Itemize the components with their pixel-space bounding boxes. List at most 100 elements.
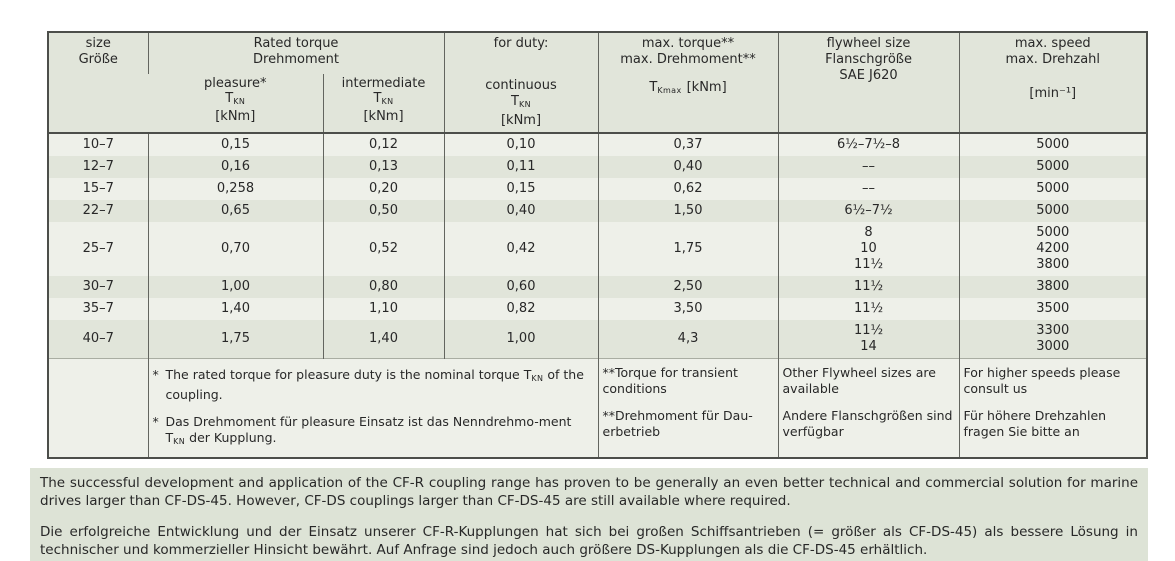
cell-speed: 5000 <box>958 156 1148 178</box>
header-intermediate: intermediate TKN [kNm] <box>322 74 445 133</box>
header-continuous-unit: [kNm] <box>500 113 542 128</box>
footnote-speed-en: For higher speeds please consult us <box>963 365 1121 396</box>
footnote-rated-torque: * The rated torque for pleasure duty is … <box>147 358 599 458</box>
cell-continuous: 0,42 <box>443 222 599 276</box>
table-row: 25–7 0,70 0,52 0,42 1,75 8 10 11½ 5000 4200 38… <box>48 222 1148 276</box>
footnote-flywheel: Other Flywheel sizes are available Ander… <box>777 358 960 458</box>
header-for-duty: for duty: continuous TKN [kNm] <box>443 32 599 133</box>
header-max-torque-symbol: TKmax [kNm] <box>649 80 727 95</box>
cell-pleasure: 0,16 <box>147 156 323 178</box>
table-row: 15–7 0,258 0,20 0,15 0,62 –– 5000 <box>48 178 1148 200</box>
cell-size: 22–7 <box>48 200 148 222</box>
cell-size: 40–7 <box>48 320 148 359</box>
header-intermediate-label: intermediate <box>341 76 426 92</box>
cell-speed: 5000 <box>958 178 1148 200</box>
paragraph-en: The successful development and applicati… <box>40 475 1138 509</box>
header-max-speed-de: max. Drehzahl <box>1005 52 1101 67</box>
cell-size: 25–7 <box>48 222 148 276</box>
cell-size: 35–7 <box>48 298 148 320</box>
table-footnotes: * The rated torque for pleasure duty is … <box>48 358 1148 458</box>
paragraph-de: Die erfolgreiche Entwicklung und der Ein… <box>40 524 1138 558</box>
cell-max-torque: 0,40 <box>597 156 779 178</box>
cell-speed: 3300 3000 <box>958 320 1148 359</box>
table-row: 40–7 1,75 1,40 1,00 4,3 11½ 14 3300 3000 <box>48 320 1148 359</box>
cell-size: 10–7 <box>48 132 148 156</box>
cell-size: 12–7 <box>48 156 148 178</box>
cell-continuous: 0,40 <box>443 200 599 222</box>
header-size: size Größe <box>48 32 148 133</box>
footnote-max-torque: **Torque for transient conditions **Dreh… <box>597 358 779 458</box>
cell-flywheel: –– <box>777 156 960 178</box>
table-row: 12–7 0,16 0,13 0,11 0,40 –– 5000 <box>48 156 1148 178</box>
cell-flywheel: 6½–7½ <box>777 200 960 222</box>
header-max-speed: max. speed max. Drehzahl [min⁻¹] <box>958 32 1148 133</box>
table-header: size Größe Rated torque Drehmoment for d… <box>48 32 1148 133</box>
footnote-torque-en: **Torque for transient conditions <box>602 365 738 396</box>
asterisk-marker: * <box>152 367 159 382</box>
header-rated-de: Drehmoment <box>253 52 339 67</box>
cell-pleasure: 0,15 <box>147 132 323 156</box>
asterisk-marker: * <box>152 414 159 429</box>
table-row: 35–7 1,40 1,10 0,82 3,50 11½ 3500 <box>48 298 1148 320</box>
cell-flywheel: –– <box>777 178 960 200</box>
cell-intermediate: 0,52 <box>322 222 445 276</box>
footnote-row: * The rated torque for pleasure duty is … <box>48 358 1148 458</box>
table-row: 22–7 0,65 0,50 0,40 1,50 6½–7½ 5000 <box>48 200 1148 222</box>
footnote-speed: For higher speeds please consult us Für … <box>958 358 1148 458</box>
cell-continuous: 0,10 <box>443 132 599 156</box>
table-row: 30–7 1,00 0,80 0,60 2,50 11½ 3800 <box>48 276 1148 298</box>
cell-intermediate: 0,80 <box>322 276 445 298</box>
cell-speed: 3800 <box>958 276 1148 298</box>
footnote-torque-de: **Drehmoment für Dau-erbetrieb <box>602 408 753 439</box>
footnote-flywheel-en: Other Flywheel sizes are available <box>782 365 936 396</box>
cell-pleasure: 1,75 <box>147 320 323 359</box>
header-continuous-symbol: TKN <box>511 94 531 109</box>
header-intermediate-symbol: TKN <box>373 91 394 107</box>
header-continuous-label: continuous <box>485 78 557 93</box>
cell-flywheel: 8 10 11½ <box>777 222 960 276</box>
header-max-torque: max. torque** max. Drehmoment** TKmax [kN… <box>597 32 779 133</box>
header-max-speed-en: max. speed <box>1014 36 1091 51</box>
header-flywheel: flywheel size Flanschgröße SAE J620 <box>777 32 960 133</box>
footnote-pleasure-en: * The rated torque for pleasure duty is … <box>152 367 584 402</box>
cell-continuous: 0,11 <box>443 156 599 178</box>
cell-intermediate: 0,50 <box>322 200 445 222</box>
cell-max-torque: 0,62 <box>597 178 779 200</box>
header-duty-label: for duty: <box>493 36 549 51</box>
cell-pleasure: 0,258 <box>147 178 323 200</box>
table-row: 10–7 0,15 0,12 0,10 0,37 6½–7½–8 5000 <box>48 132 1148 156</box>
cell-max-torque: 2,50 <box>597 276 779 298</box>
header-max-torque-en: max. torque** <box>641 36 735 51</box>
header-max-torque-de: max. Drehmoment** <box>620 52 756 67</box>
header-rated-en: Rated torque <box>253 36 339 51</box>
header-size-en: size <box>85 36 111 51</box>
cell-intermediate: 0,20 <box>322 178 445 200</box>
footnote-pleasure-de: * Das Drehmoment für pleasure Einsatz is… <box>153 414 594 449</box>
cell-max-torque: 3,50 <box>597 298 779 320</box>
table-body: 10–7 0,15 0,12 0,10 0,37 6½–7½–8 5000 12–7 0,16 0… <box>48 132 1148 359</box>
cell-flywheel: 6½–7½–8 <box>777 132 960 156</box>
cell-speed: 5000 4200 3800 <box>958 222 1148 276</box>
cell-speed: 5000 <box>958 200 1148 222</box>
header-max-speed-unit: [min⁻¹] <box>1029 86 1077 101</box>
cell-pleasure: 1,00 <box>147 276 323 298</box>
header-pleasure-label: pleasure* <box>204 76 267 92</box>
cell-speed: 3500 <box>958 298 1148 320</box>
cell-continuous: 0,82 <box>443 298 599 320</box>
cell-flywheel: 11½ 14 <box>777 320 960 359</box>
description-block: The successful development and applicati… <box>30 468 1148 561</box>
cell-flywheel: 11½ <box>777 276 960 298</box>
cell-continuous: 0,15 <box>443 178 599 200</box>
footnote-speed-de: Für höhere Drehzahlen fragen Sie bitte a… <box>963 408 1107 439</box>
cell-flywheel: 11½ <box>777 298 960 320</box>
header-intermediate-unit: [kNm] <box>363 109 404 125</box>
cell-continuous: 0,60 <box>443 276 599 298</box>
cell-max-torque: 1,75 <box>597 222 779 276</box>
coupling-spec-table: size Größe Rated torque Drehmoment for d… <box>47 31 1149 459</box>
cell-max-torque: 1,50 <box>597 200 779 222</box>
cell-speed: 5000 <box>958 132 1148 156</box>
cell-continuous: 1,00 <box>443 320 599 359</box>
header-flywheel-de: Flanschgröße <box>825 52 912 67</box>
cell-intermediate: 1,10 <box>322 298 445 320</box>
